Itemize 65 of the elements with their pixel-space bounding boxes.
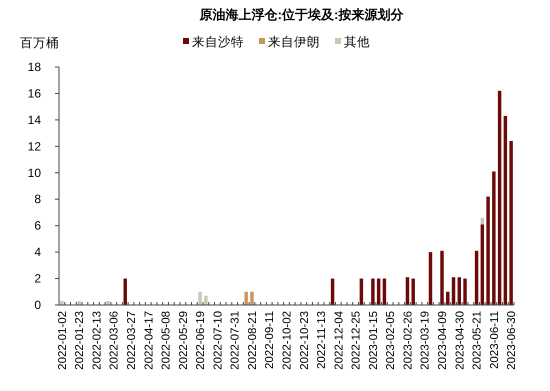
bar: [480, 224, 484, 305]
bar: [463, 278, 467, 305]
bar: [406, 277, 410, 305]
x-tick-label: 2023-06-30: [506, 311, 518, 370]
bar: [509, 141, 513, 305]
y-tick-label: 12: [28, 139, 42, 154]
x-tick-label: 2022-10-23: [298, 311, 311, 370]
x-tick-label: 2023-02-26: [402, 311, 414, 370]
legend-label: 其他: [344, 35, 370, 49]
legend-label: 来自伊朗: [268, 34, 320, 49]
x-tick-label: 2022-09-11: [264, 311, 276, 369]
bar: [330, 278, 334, 305]
bar: [382, 278, 386, 305]
x-tick-label: 2022-12-25: [350, 311, 363, 370]
bar: [411, 278, 415, 305]
x-tick-label: 2023-04-09: [437, 311, 450, 370]
bar: [452, 277, 456, 305]
bar: [124, 278, 127, 305]
x-tick-label: 2023-02-05: [385, 311, 398, 370]
x-tick-label: 2022-07-10: [212, 311, 224, 370]
x-tick-label: 2022-07-31: [230, 311, 242, 370]
x-tick-label: 2022-02-13: [91, 311, 104, 370]
bar: [244, 292, 248, 305]
bar: [360, 278, 364, 305]
x-tick-label: 2022-03-06: [108, 311, 121, 370]
y-tick-label: 4: [34, 245, 42, 260]
bar: [376, 278, 380, 305]
x-tick-label: 2022-05-08: [160, 311, 173, 370]
y-tick-label: 10: [28, 166, 42, 180]
y-tick-label: 18: [28, 60, 42, 74]
y-tick-label: 8: [34, 192, 42, 206]
bar: [250, 292, 254, 305]
x-tick-label: 2022-06-19: [195, 311, 208, 370]
y-axis-title: 百万桶: [20, 36, 59, 50]
chart-title: 原油海上浮仓:位于埃及:按来源划分: [198, 7, 404, 22]
x-tick-label: 2022-11-13: [316, 311, 328, 369]
y-tick-label: 0: [34, 298, 42, 312]
x-tick-label: 2022-04-17: [143, 311, 156, 370]
x-tick-label: 2023-05-21: [472, 311, 484, 370]
y-tick-label: 16: [28, 86, 42, 100]
x-tick-label: 2023-06-11: [488, 311, 501, 369]
x-tick-label: 2023-03-19: [420, 311, 432, 370]
x-tick-label: 2022-01-02: [56, 311, 69, 370]
bar: [204, 296, 208, 305]
x-tick-label: 2022-08-21: [246, 311, 259, 370]
bar: [486, 196, 490, 305]
x-tick-label: 2022-12-04: [333, 310, 346, 370]
bar: [492, 171, 496, 305]
bar: [198, 292, 202, 305]
x-tick-label: 2022-10-02: [282, 311, 294, 370]
bar: [371, 278, 375, 305]
bar: [480, 218, 484, 224]
bar: [498, 90, 502, 305]
y-tick-label: 2: [34, 272, 42, 286]
x-tick-label: 2023-01-15: [368, 311, 380, 370]
x-tick-label: 2022-05-29: [178, 311, 190, 370]
x-tick-label: 2022-03-27: [126, 311, 138, 370]
bar: [458, 277, 462, 305]
x-tick-label: 2023-04-30: [454, 311, 466, 370]
x-tick-label: 2022-01-23: [74, 311, 86, 370]
bar: [504, 116, 508, 305]
bar: [446, 292, 450, 305]
y-tick-label: 14: [28, 112, 42, 127]
y-tick-label: 6: [34, 218, 42, 233]
bar: [474, 250, 478, 305]
